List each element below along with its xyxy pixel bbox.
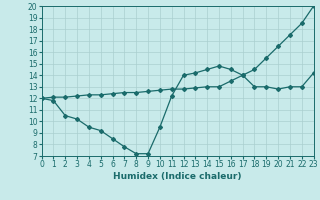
X-axis label: Humidex (Indice chaleur): Humidex (Indice chaleur) — [113, 172, 242, 181]
